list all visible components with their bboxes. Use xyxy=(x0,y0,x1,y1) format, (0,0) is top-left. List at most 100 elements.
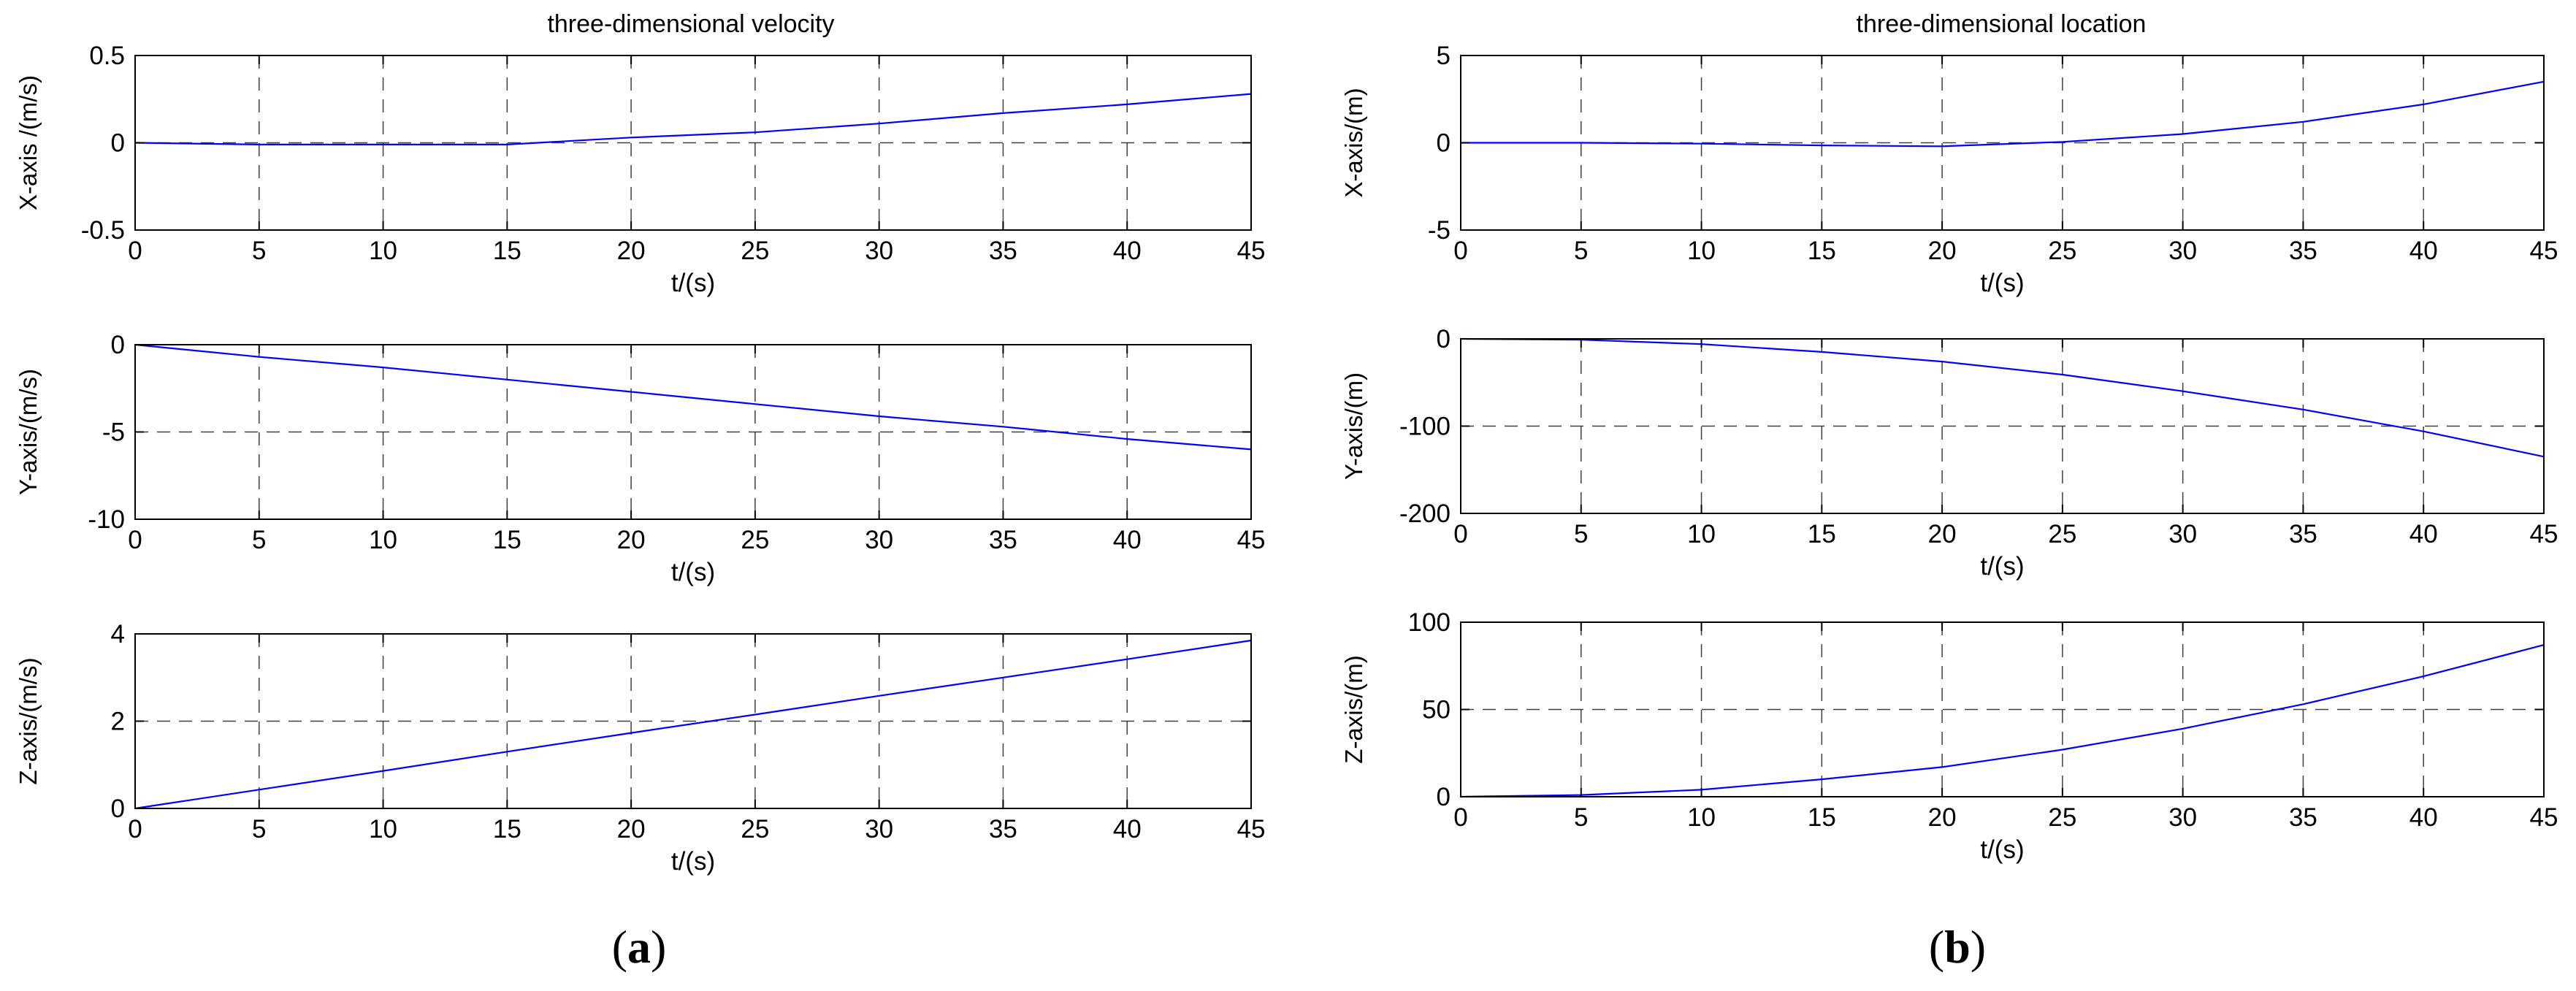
location-z-ytick-label: 100 xyxy=(1408,608,1451,637)
velocity-z-xtick-label: 45 xyxy=(1237,815,1266,843)
velocity-x-xtick-label: 30 xyxy=(865,237,893,265)
location-z-ytick-label: 0 xyxy=(1437,783,1451,811)
velocity-z-ytick-label: 4 xyxy=(111,620,125,648)
velocity-y-xtick-label: 25 xyxy=(741,526,769,554)
velocity-z-xtick-label: 5 xyxy=(252,815,266,843)
velocity-y-xtick-label: 40 xyxy=(1113,526,1142,554)
location-y-ytick-label: 0 xyxy=(1437,325,1451,353)
velocity-x-subplot: 0 5 10 15 20 25 30 35 40 45-0.500.5t/(s)X-axis /(… xyxy=(15,42,1265,297)
velocity-z-xtick-label: 10 xyxy=(369,815,397,843)
velocity-z-subplot: 0 5 10 15 20 25 30 35 40 45 0 2 4 t/(s) Z-axis/(m/s) xyxy=(15,620,1265,876)
velocity-z-yaxis-label: Z-axis/(m/s) xyxy=(15,657,42,784)
panel-a-caption-open: ( xyxy=(612,921,627,973)
location-y-xtick-label: 45 xyxy=(2530,520,2558,548)
panel-a-caption-letter: a xyxy=(627,921,651,973)
location-x-xtick-label: 40 xyxy=(2409,237,2438,265)
location-y-xtick-label: 5 xyxy=(1574,520,1588,548)
velocity-z-xtick-label: 15 xyxy=(493,815,521,843)
velocity-y-xtick-label: 15 xyxy=(493,526,521,554)
velocity-x-ytick-label: 0 xyxy=(111,129,125,158)
velocity-x-series-line xyxy=(134,93,1252,145)
location-z-series-line xyxy=(1460,644,2545,798)
location-z-subplot: 0 5 10 15 20 25 30 35 40 45 0 50 100 t/(s) Z-axis/(m) xyxy=(1340,608,2558,864)
velocity-x-ytick-label: -0.5 xyxy=(81,216,125,245)
location-y-yaxis-label: Y-axis/(m) xyxy=(1340,372,1367,480)
velocity-x-xtick-label: 15 xyxy=(493,237,521,265)
location-x-xtick-label: 25 xyxy=(2048,237,2076,265)
panel-b-caption-letter: b xyxy=(1944,921,1971,973)
location-z-xtick-label: 25 xyxy=(2048,803,2076,832)
location-x-ytick-label: 5 xyxy=(1437,42,1451,70)
velocity-y-series-line xyxy=(134,343,1252,451)
velocity-z-ytick-label: 0 xyxy=(111,795,125,823)
velocity-z-xtick-label: 30 xyxy=(865,815,893,843)
velocity-x-xtick-label: 35 xyxy=(989,237,1017,265)
velocity-y-xaxis-label: t/(s) xyxy=(671,558,715,586)
velocity-z-xtick-label: 20 xyxy=(617,815,646,843)
velocity-z-xaxis-label: t/(s) xyxy=(671,847,715,876)
location-x-xtick-label: 15 xyxy=(1808,237,1836,265)
panel-b-title: three-dimensional location xyxy=(1857,10,2147,38)
location-x-series-line xyxy=(1461,80,2545,148)
velocity-x-xtick-label: 25 xyxy=(741,237,769,265)
location-z-xtick-label: 30 xyxy=(2168,803,2197,832)
panel-b-caption-open: ( xyxy=(1929,921,1944,973)
velocity-y-ytick-label: -10 xyxy=(88,505,125,534)
velocity-z-xtick-label: 40 xyxy=(1113,815,1142,843)
location-z-xtick-label: 35 xyxy=(2289,803,2317,832)
velocity-x-yaxis-label: X-axis /(m/s) xyxy=(15,75,42,210)
location-y-series-line xyxy=(1460,337,2545,458)
location-x-xtick-label: 30 xyxy=(2168,237,2197,265)
location-z-xtick-label: 0 xyxy=(1453,803,1467,832)
panel-b-caption: (b) xyxy=(1929,921,1986,973)
location-x-xtick-label: 10 xyxy=(1687,237,1716,265)
location-y-xtick-label: 15 xyxy=(1808,520,1836,548)
panel-a: three-dimensional velocity (a) 0 5 10 15 20 2… xyxy=(15,10,1265,973)
location-y-xtick-label: 20 xyxy=(1928,520,1957,548)
velocity-x-xtick-label: 45 xyxy=(1237,237,1266,265)
location-x-ytick-label: -5 xyxy=(1428,216,1451,245)
location-x-xtick-label: 35 xyxy=(2289,237,2317,265)
location-y-ytick-label: -200 xyxy=(1399,500,1451,528)
location-z-xtick-label: 5 xyxy=(1574,803,1588,832)
velocity-z-xtick-label: 0 xyxy=(128,815,142,843)
velocity-y-xtick-label: 45 xyxy=(1237,526,1266,554)
panel-a-title: three-dimensional velocity xyxy=(547,10,834,38)
location-x-yaxis-label: X-axis/(m) xyxy=(1340,88,1367,197)
velocity-z-xtick-label: 35 xyxy=(989,815,1017,843)
location-z-ytick-label: 50 xyxy=(1422,696,1451,724)
velocity-y-xtick-label: 30 xyxy=(865,526,893,554)
velocity-y-subplot: 0 5 10 15 20 25 30 35 40 45 -10 -5 0 t/(s) Y-axis/(m/s… xyxy=(15,331,1265,586)
velocity-y-xtick-label: 5 xyxy=(252,526,266,554)
location-z-xtick-label: 10 xyxy=(1687,803,1716,832)
velocity-y-ytick-label: -5 xyxy=(102,418,125,447)
velocity-x-xtick-label: 0 xyxy=(128,237,142,265)
velocity-x-xtick-label: 40 xyxy=(1113,237,1142,265)
location-y-xtick-label: 0 xyxy=(1453,520,1467,548)
location-z-xtick-label: 15 xyxy=(1808,803,1836,832)
velocity-y-xtick-label: 0 xyxy=(128,526,142,554)
velocity-y-xtick-label: 35 xyxy=(989,526,1017,554)
location-x-xtick-label: 20 xyxy=(1928,237,1957,265)
location-y-subplot: 0 5 10 15 20 25 30 35 40 45 -200 -100 0 t/(s) Y-axis/(… xyxy=(1340,325,2558,581)
panel-a-caption-close: ) xyxy=(651,921,666,973)
location-x-xtick-label: 0 xyxy=(1453,237,1467,265)
location-y-ytick-label: -100 xyxy=(1399,413,1451,441)
location-z-xtick-label: 45 xyxy=(2530,803,2558,832)
panel-b-caption-close: ) xyxy=(1971,921,1986,973)
location-z-yaxis-label: Z-axis/(m) xyxy=(1340,655,1367,763)
location-y-xtick-label: 25 xyxy=(2048,520,2076,548)
velocity-x-xtick-label: 5 xyxy=(252,237,266,265)
location-y-xaxis-label: t/(s) xyxy=(1980,552,2024,581)
velocity-y-xtick-label: 20 xyxy=(617,526,646,554)
location-x-xaxis-label: t/(s) xyxy=(1980,269,2024,297)
panel-b: three-dimensional location (b) 0 5 10 15 20 2… xyxy=(1340,10,2558,973)
panel-a-caption: (a) xyxy=(612,921,667,973)
velocity-x-ytick-label: 0.5 xyxy=(89,42,125,70)
location-z-xtick-label: 20 xyxy=(1928,803,1957,832)
velocity-x-xaxis-label: t/(s) xyxy=(671,269,715,297)
velocity-x-xtick-label: 10 xyxy=(369,237,397,265)
velocity-y-ytick-label: 0 xyxy=(111,331,125,359)
